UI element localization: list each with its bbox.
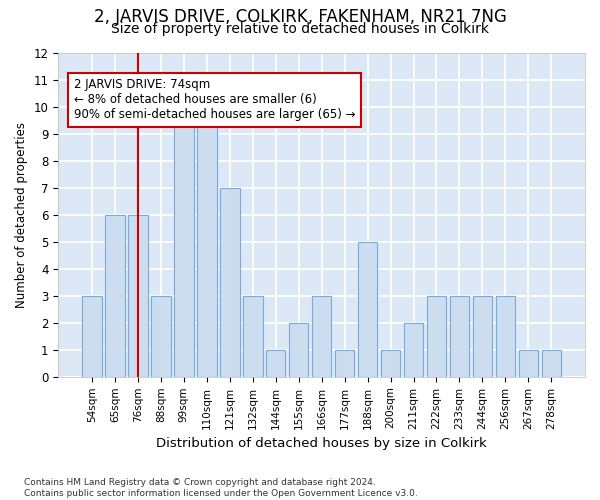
- Text: 2 JARVIS DRIVE: 74sqm
← 8% of detached houses are smaller (6)
90% of semi-detach: 2 JARVIS DRIVE: 74sqm ← 8% of detached h…: [74, 78, 356, 122]
- Bar: [243, 296, 263, 377]
- Bar: [449, 296, 469, 377]
- Bar: [105, 214, 125, 377]
- Bar: [197, 106, 217, 377]
- Bar: [496, 296, 515, 377]
- Bar: [542, 350, 561, 377]
- Bar: [82, 296, 102, 377]
- Bar: [266, 350, 286, 377]
- Text: Size of property relative to detached houses in Colkirk: Size of property relative to detached ho…: [111, 22, 489, 36]
- Text: Contains HM Land Registry data © Crown copyright and database right 2024.
Contai: Contains HM Land Registry data © Crown c…: [24, 478, 418, 498]
- Text: 2, JARVIS DRIVE, COLKIRK, FAKENHAM, NR21 7NG: 2, JARVIS DRIVE, COLKIRK, FAKENHAM, NR21…: [94, 8, 506, 26]
- Bar: [335, 350, 355, 377]
- Bar: [312, 296, 331, 377]
- Bar: [358, 242, 377, 377]
- Bar: [518, 350, 538, 377]
- Bar: [128, 214, 148, 377]
- Bar: [473, 296, 492, 377]
- Bar: [427, 296, 446, 377]
- Bar: [289, 323, 308, 377]
- Bar: [151, 296, 170, 377]
- Bar: [174, 106, 194, 377]
- Bar: [220, 188, 239, 377]
- Bar: [404, 323, 423, 377]
- X-axis label: Distribution of detached houses by size in Colkirk: Distribution of detached houses by size …: [156, 437, 487, 450]
- Y-axis label: Number of detached properties: Number of detached properties: [15, 122, 28, 308]
- Bar: [381, 350, 400, 377]
